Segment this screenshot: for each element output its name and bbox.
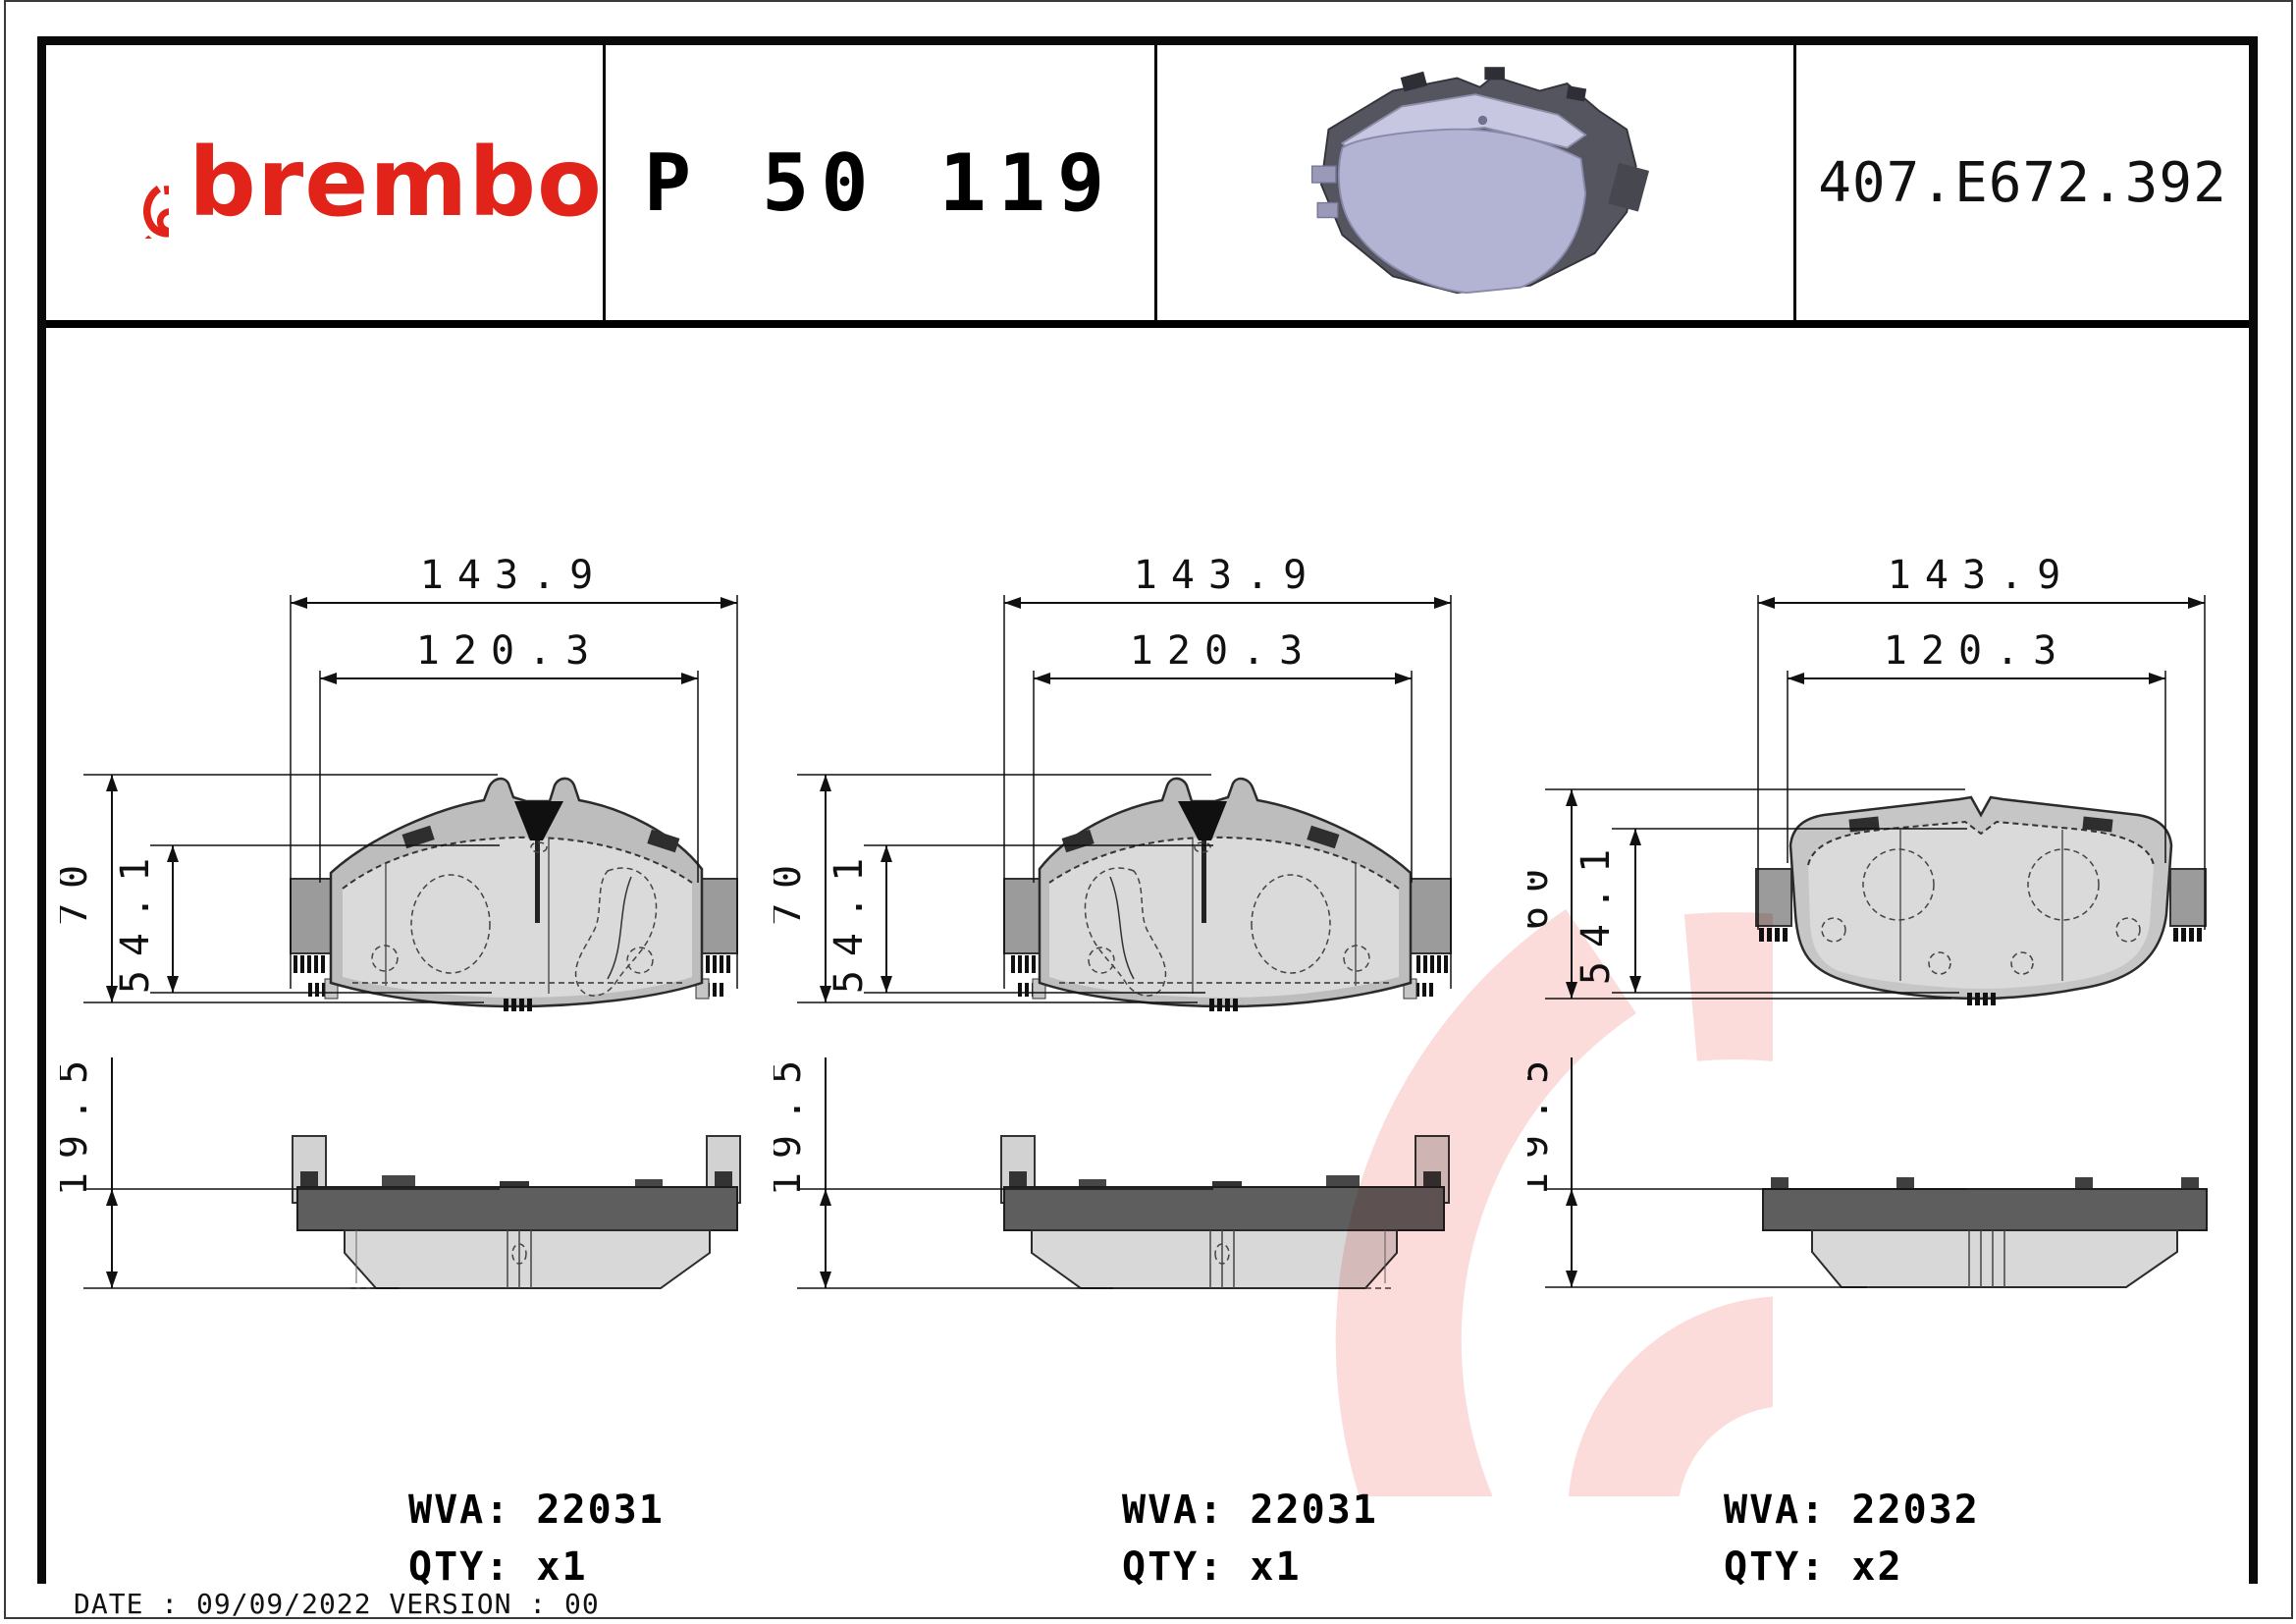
dim-pad-width-label: 120.3	[416, 628, 603, 674]
dim-thickness-label: 19.5	[774, 1047, 810, 1196]
part-number: P 50 119	[643, 136, 1117, 229]
dim-overall-height-label: 60	[1527, 855, 1557, 930]
dim-thickness-label: 19.5	[60, 1047, 96, 1196]
side-view	[1000, 1135, 1450, 1289]
dim-overall-width-label: 143.9	[420, 553, 607, 598]
qty-label: QTY: x1	[408, 1544, 588, 1585]
catalog-code-cell: 407.E672.392	[1796, 45, 2249, 320]
part-number-cell: P 50 119	[606, 45, 1157, 320]
drawing-column-2: 143.9 120.3 70 54.1 19.5 WVA: 22031 QTY:…	[774, 553, 1453, 1585]
catalog-code: 407.E672.392	[1818, 150, 2227, 215]
wva-label: WVA: 22032	[1724, 1488, 1980, 1533]
brand-cell: brembo	[46, 45, 606, 320]
dim-thickness-label: 19.5	[1527, 1047, 1557, 1196]
main-frame: brembo P 50 119	[37, 36, 2258, 1585]
qty-label: QTY: x1	[1122, 1544, 1302, 1585]
front-view	[1002, 777, 1453, 1013]
brembo-logo-icon	[95, 127, 169, 239]
header-row: brembo P 50 119	[46, 45, 2249, 328]
drawing-column-3: 143.9 120.3 60 54.1 19.5 WVA: 22032 QTY:…	[1527, 553, 2208, 1585]
dim-overall-height-label: 70	[774, 851, 810, 926]
dim-pad-height-label: 54.1	[827, 844, 872, 994]
dim-overall-height-label: 70	[60, 851, 96, 926]
drawing-column-1: 143.9 120.3 70 54.1 19.5 WVA: 22031 QTY:…	[60, 553, 741, 1585]
brake-pad-3d-image	[1310, 67, 1650, 295]
drawing-canvas: 143.9 120.3 70 54.1 19.5 WVA: 22031 QTY:…	[46, 328, 2249, 1585]
dim-pad-width-label: 120.3	[1130, 628, 1316, 674]
dim-pad-height-label: 54.1	[1574, 836, 1619, 985]
dim-overall-width-label: 143.9	[1888, 553, 2074, 598]
qty-label: QTY: x2	[1724, 1544, 1903, 1585]
footer-date-version: DATE : 09/09/2022 VERSION : 00	[74, 1588, 600, 1620]
brand-wordmark: brembo	[188, 128, 603, 238]
wva-label: WVA: 22031	[1122, 1488, 1378, 1533]
side-view	[292, 1135, 741, 1289]
front-view	[289, 777, 739, 1013]
dim-pad-width-label: 120.3	[1884, 628, 2070, 674]
wva-label: WVA: 22031	[408, 1488, 665, 1533]
page-edge-border	[4, 0, 2293, 1619]
side-view	[1762, 1176, 2208, 1288]
product-image-cell	[1157, 45, 1796, 320]
dim-overall-width-label: 143.9	[1134, 553, 1320, 598]
dim-pad-height-label: 54.1	[113, 844, 158, 994]
